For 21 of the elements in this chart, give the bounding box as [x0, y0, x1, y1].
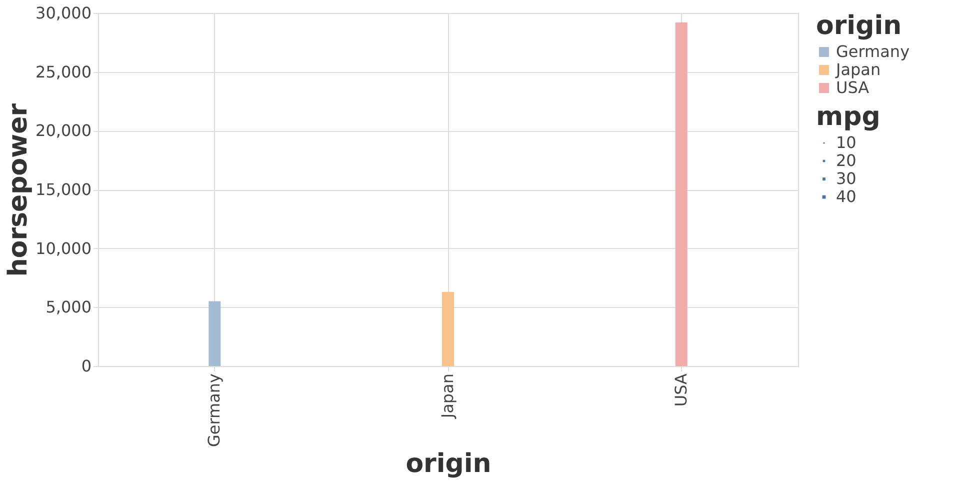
legend-title: origin [816, 11, 902, 41]
y-tick-label: 30,000 [36, 4, 92, 22]
y-axis-title: horsepower [4, 103, 34, 277]
text: 30 [836, 169, 856, 188]
legend-label: Japan [835, 60, 881, 79]
x-axis-title: origin [406, 449, 492, 480]
x-tick-label: Japan [438, 374, 457, 420]
y-tick-label: 0 [81, 356, 92, 376]
x-tick-label: Germany [204, 374, 224, 448]
y-tick-label: 5,000 [46, 298, 92, 317]
y-tick-label: 10,000 [36, 238, 92, 258]
text: 40 [836, 187, 856, 206]
legend-label: USA [836, 78, 870, 97]
y-tick-label: 25,000 [36, 62, 92, 82]
x-tick-label: USA [671, 373, 690, 407]
legend-label: Germany [836, 42, 910, 61]
text: 10 [836, 133, 856, 152]
text: mpg [816, 102, 880, 132]
y-tick-label: 20,000 [36, 121, 92, 140]
y-tick-label: 15,000 [36, 180, 92, 199]
text: 20 [836, 151, 856, 170]
